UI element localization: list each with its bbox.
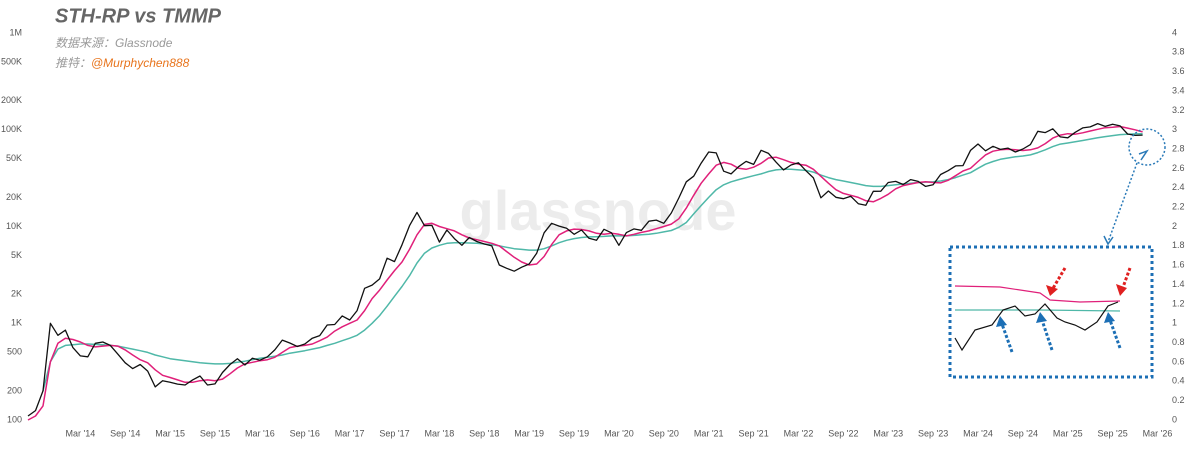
y2-tick-label: 1.4	[1172, 279, 1185, 289]
x-tick-label: Sep '19	[559, 428, 589, 438]
y2-tick-label: 3.8	[1172, 47, 1185, 57]
chart-title: STH-RP vs TMMP	[55, 5, 222, 27]
x-tick-label: Mar '18	[425, 428, 455, 438]
y2-tick-label: 1	[1172, 318, 1177, 328]
x-tick-label: Sep '23	[918, 428, 948, 438]
x-tick-label: Mar '21	[694, 428, 724, 438]
y2-tick-label: 4	[1172, 27, 1177, 37]
y-tick-label: 5K	[11, 250, 22, 260]
y2-tick-label: 0.2	[1172, 395, 1185, 405]
x-tick-label: Sep '16	[290, 428, 320, 438]
y2-tick-label: 0.4	[1172, 376, 1185, 386]
x-tick-label: Mar '19	[514, 428, 544, 438]
watermark: glassnode	[460, 179, 737, 242]
source-note: 数据来源：Glassnode	[55, 36, 173, 50]
y2-tick-label: 0.8	[1172, 337, 1185, 347]
x-tick-label: Sep '24	[1008, 428, 1038, 438]
x-tick-label: Sep '21	[738, 428, 768, 438]
y2-tick-label: 3	[1172, 124, 1177, 134]
y-tick-label: 100K	[1, 124, 22, 134]
y2-tick-label: 0	[1172, 414, 1177, 424]
series-line	[27, 125, 1143, 421]
y-tick-label: 1M	[9, 27, 22, 37]
y2-tick-label: 3.6	[1172, 66, 1185, 76]
x-tick-label: Mar '17	[335, 428, 365, 438]
y2-tick-label: 1.6	[1172, 260, 1185, 270]
connector	[1107, 162, 1138, 243]
x-tick-label: Mar '26	[1143, 428, 1173, 438]
connector-head	[1138, 149, 1149, 161]
x-tick-label: Sep '15	[200, 428, 230, 438]
x-tick-label: Sep '18	[469, 428, 499, 438]
y2-tick-label: 3.2	[1172, 105, 1185, 115]
y-tick-label: 50K	[6, 153, 22, 163]
blue-arrowheads	[996, 312, 1115, 327]
series-line	[42, 132, 1143, 392]
y2-tick-label: 3.4	[1172, 85, 1185, 95]
x-tick-label: Sep '17	[379, 428, 409, 438]
y-tick-label: 10K	[6, 221, 22, 231]
inset-price	[954, 301, 1119, 352]
inset-teal	[955, 309, 1121, 312]
series-line	[27, 122, 1143, 417]
x-tick-label: Mar '25	[1053, 428, 1083, 438]
red-arrowheads	[1046, 284, 1127, 296]
inset-illustration	[948, 128, 1166, 379]
inset-pink	[954, 285, 1121, 303]
y-tick-label: 1K	[11, 318, 22, 328]
x-tick-label: Mar '22	[784, 428, 814, 438]
x-tick-label: Mar '23	[873, 428, 903, 438]
twitter-handle: @Murphychen888	[91, 56, 190, 70]
connector-head	[1103, 235, 1114, 246]
x-tick-label: Mar '14	[65, 428, 95, 438]
y2-tick-label: 2.2	[1172, 202, 1185, 212]
y-tick-label: 100	[7, 414, 22, 424]
y2-tick-label: 1.2	[1172, 298, 1185, 308]
y2-tick-label: 1.8	[1172, 240, 1185, 250]
x-tick-label: Mar '16	[245, 428, 275, 438]
highlight-circle	[1128, 128, 1166, 166]
y2-tick-label: 2.6	[1172, 163, 1185, 173]
y-tick-label: 200K	[1, 95, 22, 105]
y-tick-label: 2K	[11, 289, 22, 299]
y-tick-label: 500	[7, 347, 22, 357]
x-tick-label: Sep '25	[1098, 428, 1128, 438]
y-tick-label: 200	[7, 385, 22, 395]
blue-arrows	[1000, 319, 1122, 353]
y2-tick-label: 2.8	[1172, 143, 1185, 153]
x-tick-label: Mar '24	[963, 428, 993, 438]
y-tick-label: 20K	[6, 192, 22, 202]
x-tick-label: Mar '15	[155, 428, 185, 438]
red-arrows	[1050, 267, 1132, 291]
twitter-label: 推特：	[55, 56, 91, 70]
y2-tick-label: 2	[1172, 221, 1177, 231]
x-tick-label: Sep '20	[649, 428, 679, 438]
y2-tick-label: 2.4	[1172, 182, 1185, 192]
x-tick-label: Sep '14	[110, 428, 140, 438]
y-tick-label: 500K	[1, 56, 22, 66]
x-tick-label: Mar '20	[604, 428, 634, 438]
x-tick-label: Sep '22	[828, 428, 858, 438]
inset-box	[948, 245, 1154, 379]
y2-tick-label: 0.6	[1172, 356, 1185, 366]
